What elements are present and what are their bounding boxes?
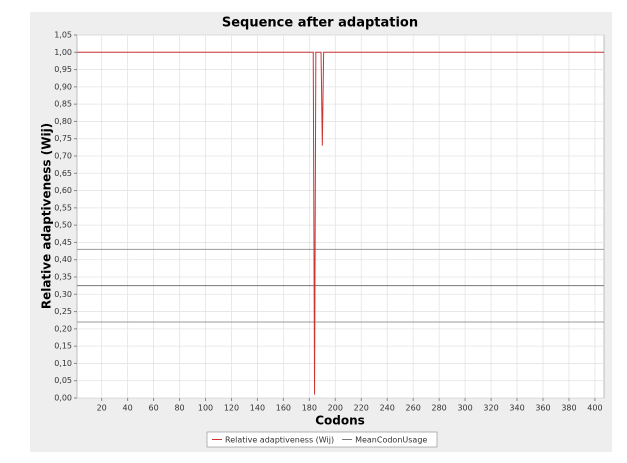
legend-items: Relative adaptiveness (Wij) MeanCodonUsag…	[212, 436, 427, 445]
y-tick-label: 0,25	[54, 307, 72, 316]
y-tick-label: 0,80	[54, 117, 72, 126]
x-tick-label: 340	[509, 404, 524, 413]
x-tick-label: 20	[97, 404, 107, 413]
x-tick-label: 260	[406, 404, 421, 413]
y-axis-label: Relative adaptiveness (Wij)	[40, 123, 54, 309]
y-tick-label: 0,90	[54, 82, 72, 91]
x-axis-label: Codons	[315, 414, 365, 428]
y-tick-label: 0,05	[54, 376, 72, 385]
y-tick-label: 1,00	[54, 48, 72, 57]
series-layer	[77, 51, 604, 395]
y-tick-label: 0,95	[54, 65, 72, 74]
series-line	[77, 51, 604, 395]
x-tick-label: 240	[380, 404, 395, 413]
y-tick-label: 0,50	[54, 221, 72, 230]
y-tick-label: 0,65	[54, 169, 72, 178]
y-tick-label: 1,05	[54, 31, 72, 40]
x-tick-label: 360	[535, 404, 550, 413]
y-tick-label: 0,40	[54, 255, 72, 264]
x-tick-label: 320	[483, 404, 498, 413]
x-tick-label: 140	[250, 404, 265, 413]
x-tick-label: 180	[302, 404, 317, 413]
y-tick-label: 0,15	[54, 342, 72, 351]
y-tick-label: 0,20	[54, 324, 72, 333]
x-tick-label: 380	[561, 404, 576, 413]
x-tick-label: 80	[174, 404, 184, 413]
legend-label: Relative adaptiveness (Wij)	[225, 436, 334, 445]
plot-area	[76, 34, 605, 399]
x-tick-label: 40	[123, 404, 133, 413]
legend	[206, 431, 438, 448]
y-tick-label: 0,75	[54, 134, 72, 143]
y-tick-label: 0,45	[54, 238, 72, 247]
x-tick-label: 300	[457, 404, 472, 413]
x-tick-label: 220	[354, 404, 369, 413]
x-tick-label: 120	[224, 404, 239, 413]
y-tick-label: 0,35	[54, 273, 72, 282]
x-tick-label: 280	[432, 404, 447, 413]
x-tick-label: 200	[328, 404, 343, 413]
y-tick-label: 0,00	[54, 394, 72, 403]
x-tick-label: 100	[198, 404, 213, 413]
y-tick-label: 0,30	[54, 290, 72, 299]
y-tick-label: 0,60	[54, 186, 72, 195]
x-tick-label: 60	[148, 404, 158, 413]
legend-label: MeanCodonUsage	[355, 436, 427, 445]
y-tick-label: 0,55	[54, 203, 72, 212]
y-tick-label: 0,85	[54, 100, 72, 109]
chart-title: Sequence after adaptation	[222, 16, 418, 31]
y-tick-label: 0,10	[54, 359, 72, 368]
x-tick-label: 400	[587, 404, 602, 413]
y-tick-label: 0,70	[54, 152, 72, 161]
x-tick-label: 160	[276, 404, 291, 413]
